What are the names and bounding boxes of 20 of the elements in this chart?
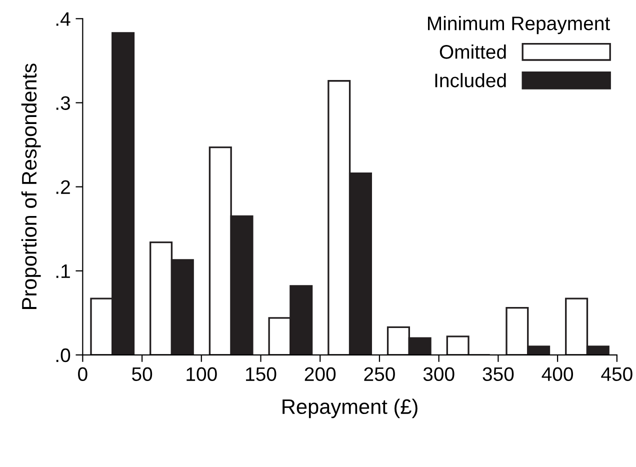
y-tick-label: .0 [56,348,70,362]
x-tick-label: 100 [186,367,217,382]
x-axis-title: Repayment (£) [282,398,418,418]
y-tick-label: .3 [56,96,70,110]
x-tick-label: 250 [364,367,395,382]
x-tick-label: 350 [482,367,514,382]
x-tick-label: 200 [304,367,336,382]
y-tick-label: .2 [56,180,70,194]
x-tick-label: 0 [78,367,88,382]
legend-label: Omitted [440,44,506,59]
y-tick-label: .4 [56,12,70,26]
x-tick-label: 400 [542,367,574,382]
x-tick-label: 450 [601,367,632,382]
y-axis-title: Proportion of Respondents [21,64,41,310]
legend-title: Minimum Repayment [428,16,610,34]
y-tick-label: .1 [56,264,70,278]
x-tick-label: 150 [246,367,276,382]
legend-label: Included [435,73,506,88]
x-tick-label: 300 [423,367,454,382]
x-tick-label: 50 [132,367,152,382]
